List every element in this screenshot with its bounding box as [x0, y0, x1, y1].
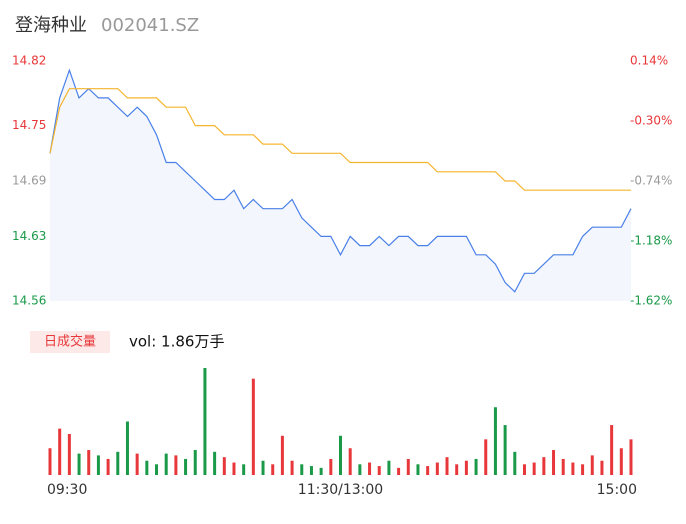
x-tick-label: 09:30	[47, 482, 87, 498]
y-tick-label: 14.63	[12, 229, 46, 243]
volume-bar	[135, 453, 139, 475]
volume-bar	[561, 458, 565, 475]
volume-bar	[193, 450, 197, 475]
volume-bar	[600, 460, 604, 475]
volume-bar	[58, 428, 62, 475]
x-tick-label: 15:00	[597, 482, 637, 498]
volume-bar	[96, 455, 100, 475]
volume-bar	[455, 464, 459, 475]
volume-bar	[426, 466, 430, 475]
volume-bar	[542, 457, 546, 475]
chart-title: 登海种业	[15, 15, 87, 36]
volume-bar	[387, 460, 391, 475]
volume-bar	[87, 450, 91, 475]
volume-bar	[513, 451, 517, 475]
volume-bar	[271, 464, 275, 475]
volume-bar	[629, 439, 633, 475]
volume-bar	[368, 462, 372, 475]
volume-bar	[155, 464, 159, 475]
volume-bar	[522, 464, 526, 475]
volume-bar	[300, 464, 304, 475]
volume-bar	[290, 460, 294, 475]
volume-bar	[116, 451, 120, 475]
volume-bar	[67, 433, 71, 475]
volume-bar	[397, 467, 401, 475]
volume-bar	[503, 425, 507, 475]
volume-bar	[552, 450, 556, 475]
volume-bar	[203, 368, 207, 475]
volume-bar	[416, 464, 420, 475]
y2-tick-label: -0.30%	[630, 114, 672, 128]
volume-bar	[106, 458, 110, 475]
volume-bar	[329, 458, 333, 475]
volume-bar	[406, 458, 410, 475]
volume-bar	[174, 455, 178, 475]
y2-tick-label: -0.74%	[630, 174, 672, 188]
volume-bar	[590, 455, 594, 475]
volume-bar	[77, 453, 81, 475]
volume-bar	[213, 451, 217, 475]
volume-bar	[242, 464, 246, 475]
volume-bar	[571, 462, 575, 475]
volume-label-box	[30, 331, 110, 353]
x-tick-label: 11:30/13:00	[298, 482, 383, 498]
volume-bar	[484, 439, 488, 475]
volume-bar	[261, 460, 265, 475]
volume-label: 日成交量	[44, 334, 96, 350]
volume-bar	[164, 453, 168, 475]
volume-bar	[532, 462, 536, 475]
volume-bar	[435, 462, 439, 475]
stock-code: 002041.SZ	[101, 15, 199, 36]
volume-bar	[581, 464, 585, 475]
average-line	[49, 88, 631, 191]
volume-bar	[464, 460, 468, 475]
volume-bar	[145, 460, 149, 475]
y2-tick-label: -1.18%	[630, 234, 672, 248]
volume-bar	[348, 448, 352, 475]
volume-summary: vol: 1.86万手	[129, 333, 224, 351]
y2-tick-label: 0.14%	[630, 54, 668, 68]
price-line	[49, 68, 632, 293]
y-tick-label: 14.82	[12, 54, 46, 68]
volume-bar	[319, 467, 323, 475]
volume-bar	[493, 407, 497, 475]
y2-tick-label: -1.62%	[630, 294, 672, 308]
volume-bar	[251, 378, 255, 475]
volume-bar	[610, 425, 614, 475]
volume-bar	[222, 457, 226, 475]
volume-bar	[125, 421, 129, 475]
y-tick-label: 14.69	[12, 174, 46, 188]
volume-bar	[309, 466, 313, 475]
volume-bar	[48, 448, 52, 475]
volume-bar	[358, 464, 362, 475]
volume-bar	[474, 458, 478, 475]
y-tick-label: 14.56	[12, 294, 46, 308]
price-area	[50, 70, 631, 301]
volume-bar	[377, 466, 381, 475]
volume-bar	[445, 457, 449, 475]
y-tick-label: 14.75	[12, 118, 46, 132]
volume-bar	[280, 435, 284, 475]
volume-bar	[184, 458, 188, 475]
volume-bar	[232, 462, 236, 475]
volume-bar	[339, 435, 342, 475]
volume-bar	[619, 448, 623, 475]
